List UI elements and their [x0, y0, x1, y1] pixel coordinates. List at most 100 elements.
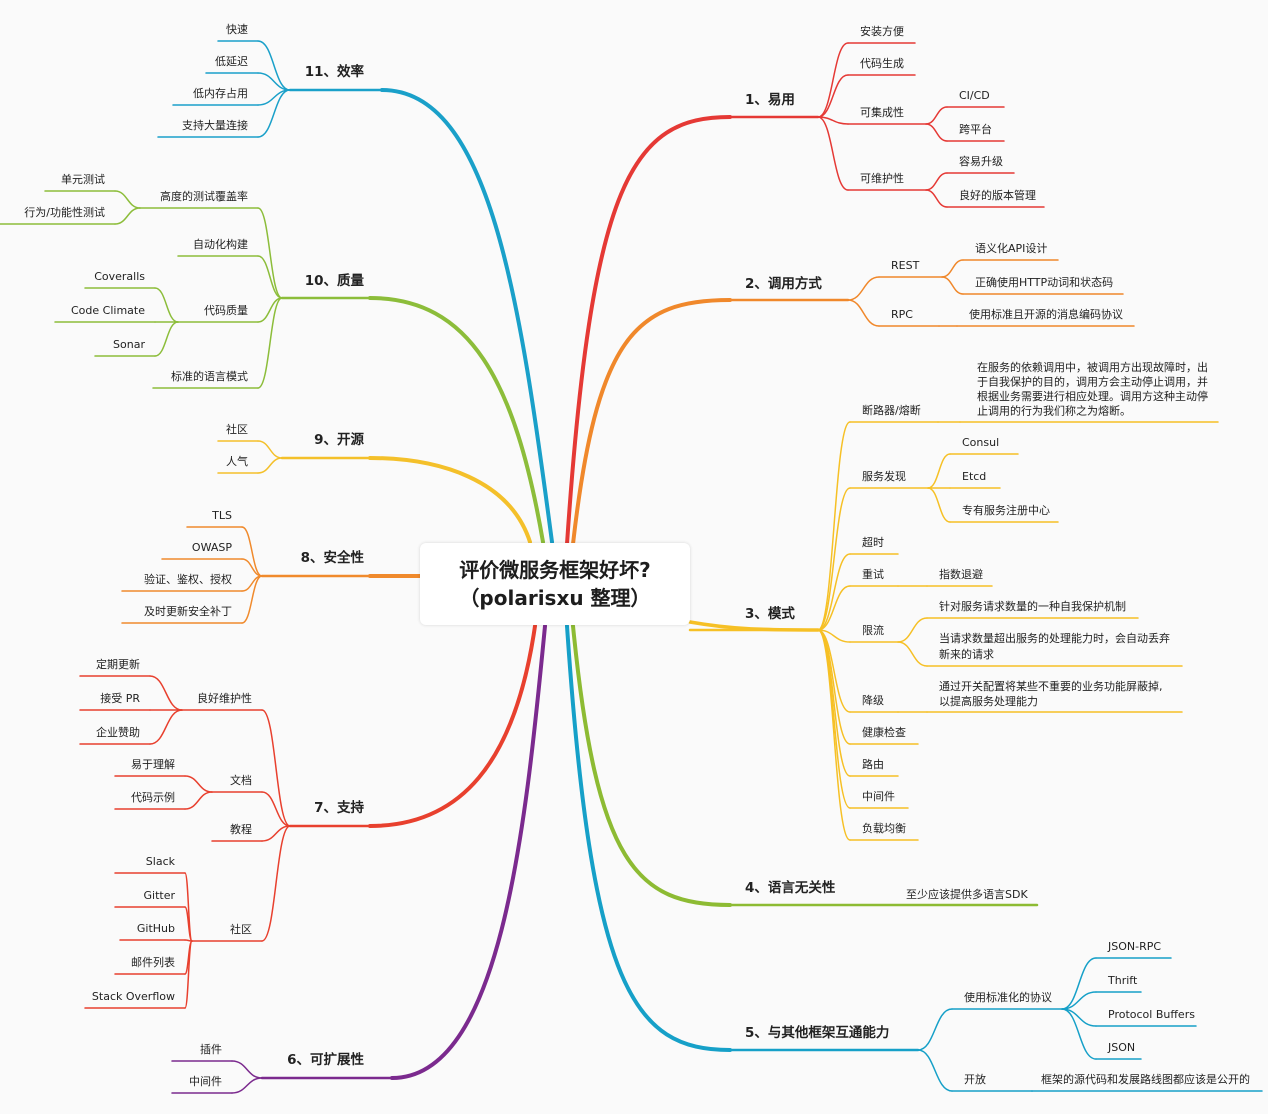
node-routing: 路由 [862, 757, 884, 771]
branch-connector [231, 1077, 263, 1094]
main-branch-trunk [565, 624, 732, 1052]
main-branch-trunk [571, 298, 732, 546]
node-docs: 文档 [230, 773, 252, 787]
node-timeout: 超时 [862, 535, 884, 549]
branch-connector [184, 940, 193, 1009]
branch-4-label: 4、语言无关性 [745, 879, 836, 896]
node-eff-1: 低延迟 [215, 55, 248, 68]
node-upgrade: 容易升级 [959, 154, 1003, 168]
branch-connector [257, 457, 283, 474]
node-protocol-3: JSON [1107, 1041, 1135, 1054]
node-comm-2: GitHub [137, 922, 175, 935]
node-auto-build: 自动化构建 [193, 237, 248, 251]
node-code-quality: 代码质量 [204, 304, 248, 317]
node-install: 安装方便 [860, 24, 904, 38]
central-topic-title: 评价微服务框架好坏? [459, 558, 651, 582]
node-cicd: CI/CD [959, 89, 990, 102]
branch-connector [817, 629, 851, 841]
branch-connector [817, 629, 851, 643]
branch-connector [817, 629, 851, 777]
node-maintenance: 良好维护性 [197, 691, 252, 705]
branch-1-label: 1、易用 [745, 92, 795, 108]
main-branch-trunk [390, 624, 547, 1080]
branch-connector [925, 172, 948, 191]
node-sec-2: 验证、鉴权、授权 [144, 572, 232, 586]
branch-3-label: 3、模式 [745, 605, 795, 622]
node-rpc: RPC [891, 308, 913, 321]
branch-connector [1061, 957, 1097, 1010]
node-multi-sdk: 至少应该提供多语言SDK [906, 887, 1028, 901]
circuit-breaker-desc-line: 于自我保护的目的，调用方会主动停止调用，并 [977, 375, 1208, 389]
branch-connector [154, 287, 179, 323]
branch-connector [925, 189, 948, 208]
branch-connector [927, 453, 951, 489]
node-eff-3: 支持大量连接 [182, 118, 248, 132]
branch-connector [925, 106, 948, 125]
node-etcd: Etcd [962, 470, 986, 483]
ratelimit-desc-1: 针对服务请求数量的一种自我保护机制 [939, 599, 1126, 613]
node-degrade: 降级 [862, 693, 884, 707]
branch-connector [1061, 991, 1097, 1010]
node-eff-2: 低内存占用 [193, 86, 248, 100]
node-versioning: 良好的版本管理 [959, 188, 1036, 202]
central-topic[interactable]: 评价微服务框架好坏? （polarisxu 整理） [420, 543, 690, 625]
node-crossplatform: 跨平台 [959, 122, 992, 136]
mind-map-edges [0, 40, 1263, 1094]
circuit-breaker-desc-line: 根据业务需要进行相应处理。调用方这种主动停 [977, 389, 1208, 403]
node-encoding: 使用标准且开源的消息编码协议 [969, 307, 1123, 321]
node-ratelimit: 限流 [862, 623, 884, 637]
central-topic-subtitle: （polarisxu 整理） [459, 586, 651, 610]
node-middleware-6: 中间件 [189, 1075, 222, 1088]
branch-connector [154, 321, 179, 357]
node-comm-3: 邮件列表 [131, 955, 175, 969]
node-popularity: 人气 [226, 454, 248, 468]
node-circuit-breaker: 断路器/熔断 [862, 403, 921, 417]
node-semantic-api: 语义化API设计 [975, 241, 1047, 255]
node-open: 开放 [964, 1072, 986, 1086]
node-comm-1: Gitter [144, 889, 176, 902]
branch-connector [941, 259, 964, 278]
node-discovery: 服务发现 [862, 469, 906, 483]
node-test-0: 单元测试 [61, 173, 105, 186]
branch-connector [847, 299, 880, 327]
branch-connector [817, 421, 851, 631]
node-sec-3: 及时更新安全补丁 [144, 604, 232, 618]
node-doc-0: 易于理解 [131, 757, 175, 771]
branch-connector [817, 116, 849, 191]
branch-connector [817, 585, 851, 631]
branch-connector [941, 276, 964, 295]
node-os-community: 社区 [226, 422, 248, 436]
branch-connector [897, 617, 928, 643]
node-lang-patterns: 标准的语言模式 [171, 369, 248, 383]
node-registry: 专有服务注册中心 [962, 503, 1050, 517]
branch-connector [897, 641, 928, 667]
node-protocol-1: Thrift [1107, 974, 1138, 987]
node-rest: REST [891, 259, 920, 272]
branch-connector [114, 207, 141, 225]
node-comm-4: Stack Overflow [92, 990, 175, 1003]
node-loadbalance: 负载均衡 [862, 821, 906, 835]
branch-connector [257, 89, 291, 138]
node-healthcheck: 健康检查 [862, 725, 906, 739]
node-consul: Consul [962, 436, 999, 449]
branch-connector [261, 825, 291, 942]
node-std-protocol: 使用标准化的协议 [964, 990, 1052, 1004]
main-branch-trunk [368, 624, 537, 828]
branch-connector [817, 629, 851, 809]
circuit-breaker-desc-line: 止调用的行为我们称之为熔断。 [977, 404, 1131, 418]
branch-connector [257, 40, 291, 91]
branch-7-label: 7、支持 [314, 799, 364, 816]
branch-connector [917, 1049, 953, 1092]
node-comm-0: Slack [146, 855, 176, 868]
branch-connector [257, 440, 283, 459]
node-tutorials: 教程 [230, 823, 252, 836]
branch-connector [261, 791, 291, 827]
node-maintainability: 可维护性 [860, 171, 904, 185]
branch-connector [184, 775, 213, 793]
branch-connector [1061, 1008, 1097, 1060]
main-branch-trunk [565, 115, 732, 546]
branch-8-label: 8、安全性 [301, 549, 365, 566]
branch-connector [261, 709, 291, 827]
node-eff-0: 快速 [226, 23, 248, 36]
node-middleware: 中间件 [862, 790, 895, 803]
